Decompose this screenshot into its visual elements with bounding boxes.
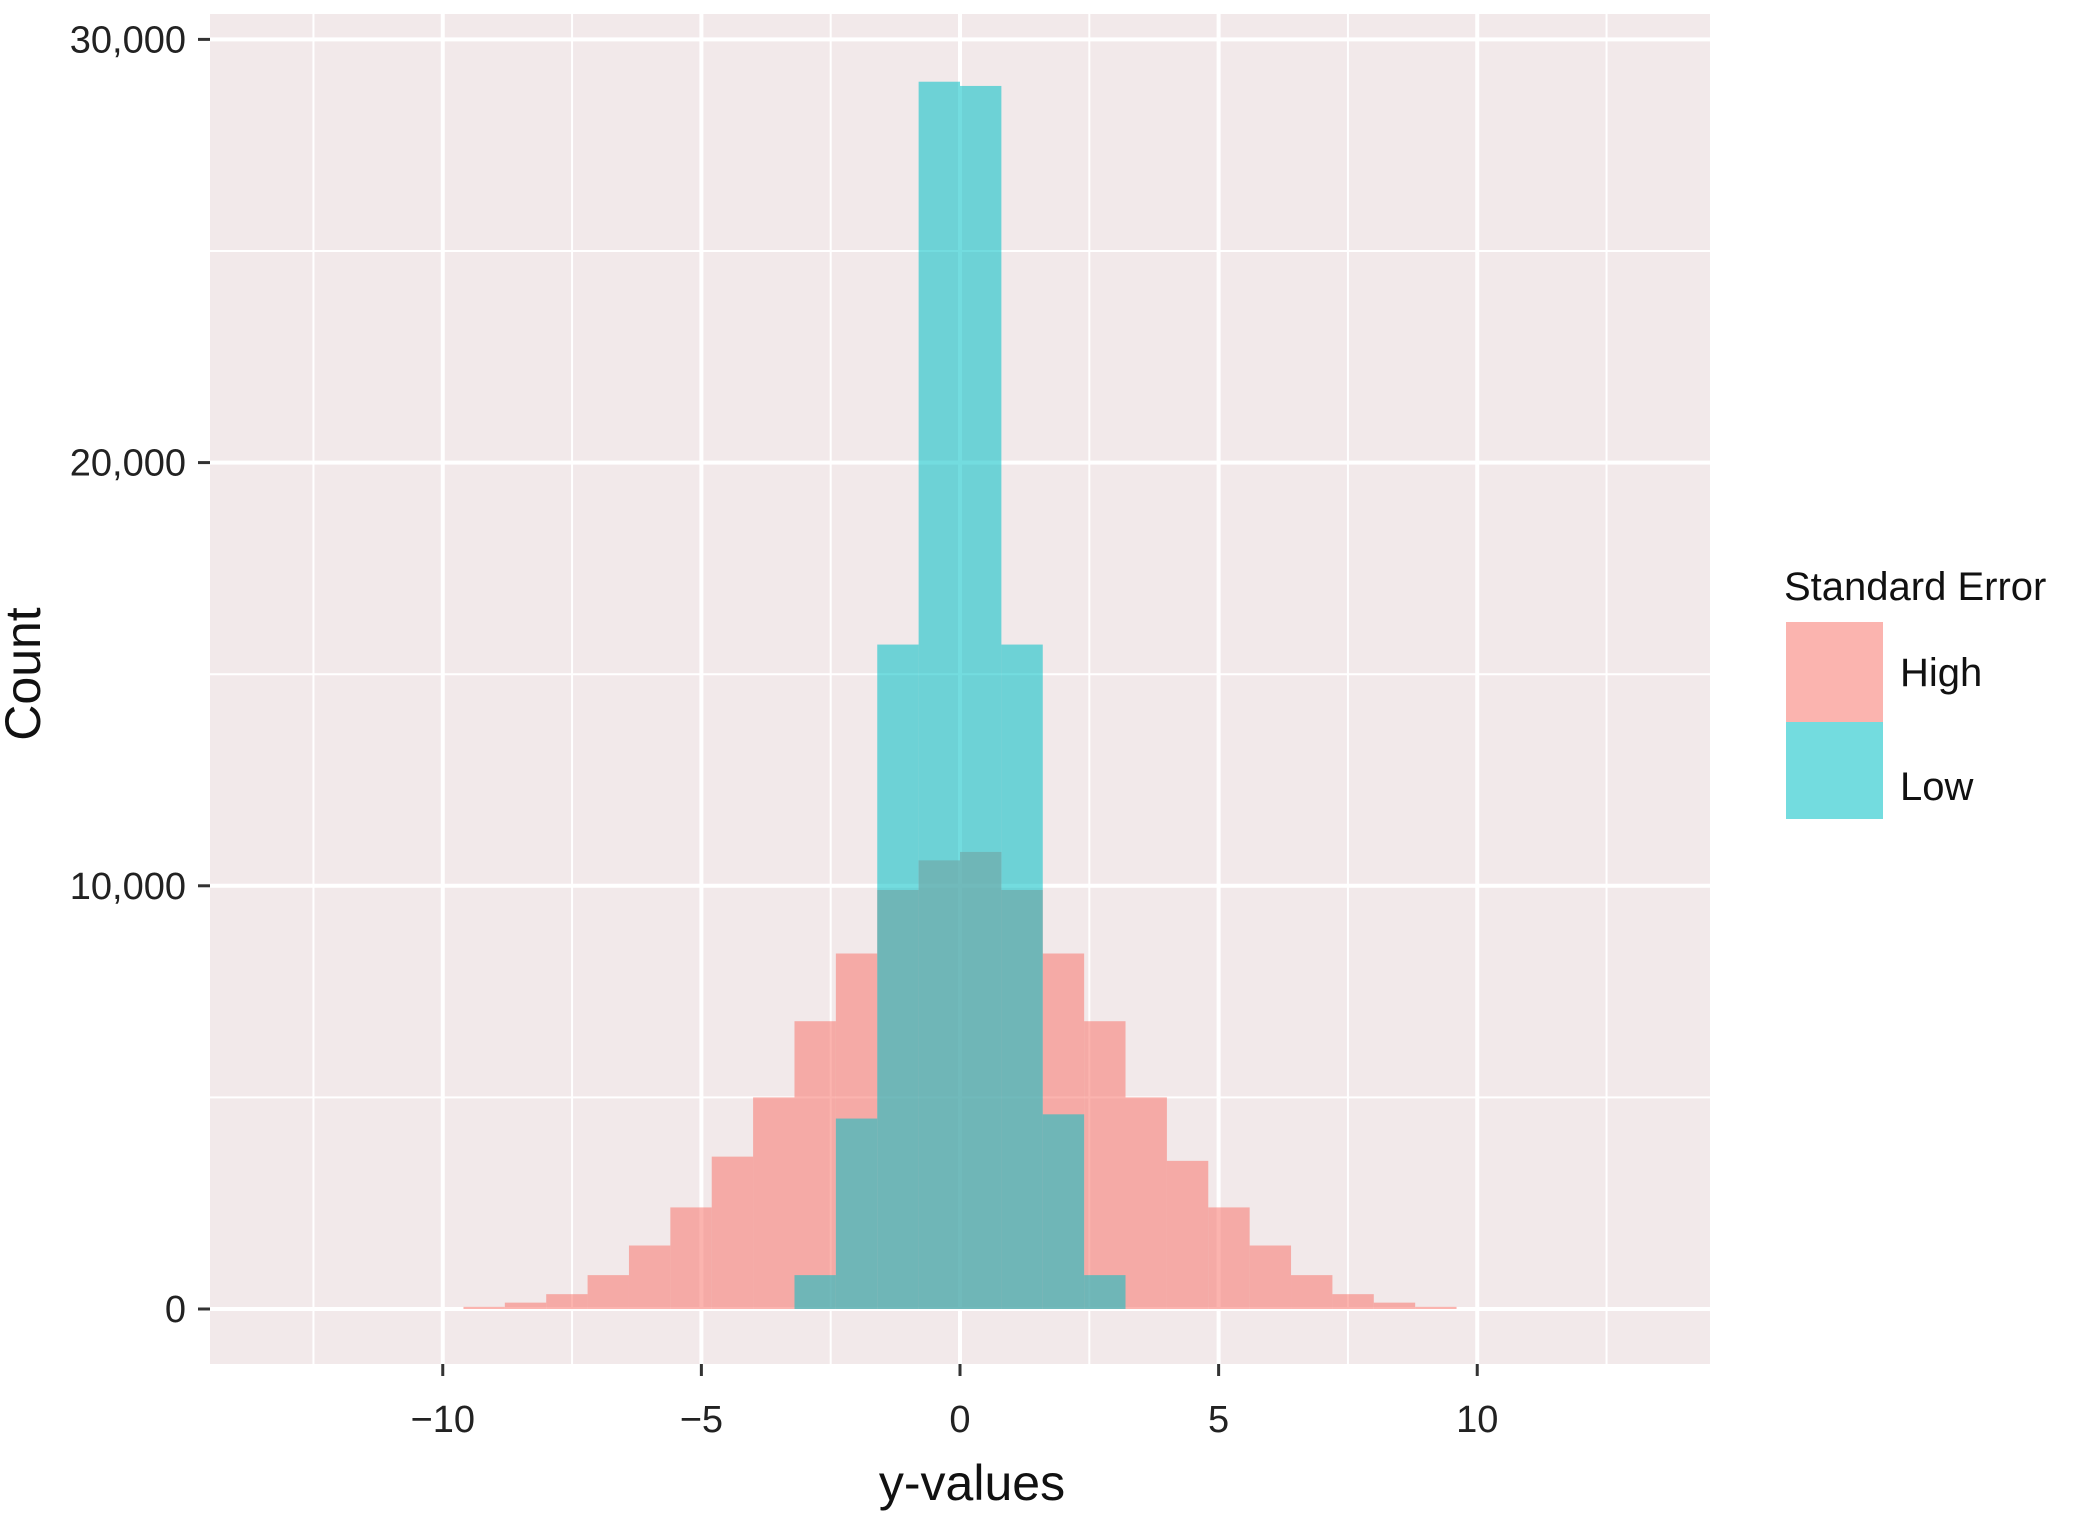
histogram-bar-high — [628, 1245, 671, 1309]
histogram-bar-high — [753, 1097, 795, 1309]
histogram-bar-high — [587, 1275, 629, 1309]
legend-label-high: High — [1900, 651, 1982, 695]
histogram-bar-low — [1042, 1114, 1085, 1309]
histogram-bar-high — [1332, 1294, 1374, 1309]
histogram-bar-low — [1084, 1275, 1126, 1309]
histogram-bar-low — [794, 1275, 836, 1309]
x-tick-label: −10 — [411, 1399, 475, 1441]
histogram-bar-low — [835, 1118, 878, 1309]
y-tick-label: 20,000 — [70, 443, 186, 485]
y-axis-title: Count — [0, 607, 51, 741]
legend: Standard Error High Low — [1784, 565, 2046, 819]
legend-key-low — [1786, 722, 1883, 819]
x-tick-label: −5 — [680, 1399, 723, 1441]
histogram-bar-high — [1373, 1302, 1416, 1309]
legend-title: Standard Error — [1784, 565, 2046, 609]
legend-label-low: Low — [1900, 765, 1973, 809]
histogram-bar-high — [1249, 1245, 1292, 1309]
histogram-bar-high — [504, 1302, 547, 1309]
histogram-bar-high — [1084, 1021, 1126, 1309]
histogram-bar-low — [960, 85, 1002, 1309]
x-tick-label: 10 — [1456, 1399, 1498, 1441]
histogram-bar-high — [1415, 1306, 1457, 1309]
y-tick-label: 30,000 — [70, 19, 186, 61]
minor-grid-lines — [210, 14, 1710, 1364]
histogram-bar-high — [1208, 1207, 1250, 1309]
y-tick-label: 0 — [165, 1289, 186, 1331]
histogram-bar-high — [1166, 1160, 1209, 1309]
x-tick-label: 0 — [949, 1399, 970, 1441]
histogram-bar-low — [1001, 644, 1043, 1309]
low-series-bars — [794, 81, 1126, 1309]
x-tick-label: 5 — [1208, 1399, 1229, 1441]
legend-key-high — [1786, 622, 1883, 722]
histogram-bar-high — [794, 1021, 836, 1309]
histogram-bar-low — [918, 81, 960, 1309]
histogram-bar-high — [546, 1294, 588, 1309]
x-axis: −10 −5 0 5 10 — [411, 1364, 1498, 1441]
histogram-bar-high — [1291, 1275, 1333, 1309]
y-axis: 0 10,000 20,000 30,000 — [70, 19, 210, 1331]
histogram-bar-high — [711, 1156, 754, 1309]
histogram-bar-high — [670, 1207, 712, 1309]
y-tick-label: 10,000 — [70, 866, 186, 908]
histogram-bar-low — [877, 644, 919, 1309]
histogram-bar-high — [1125, 1097, 1167, 1309]
histogram-bar-high — [463, 1306, 505, 1309]
x-axis-title: y-values — [879, 1455, 1065, 1511]
